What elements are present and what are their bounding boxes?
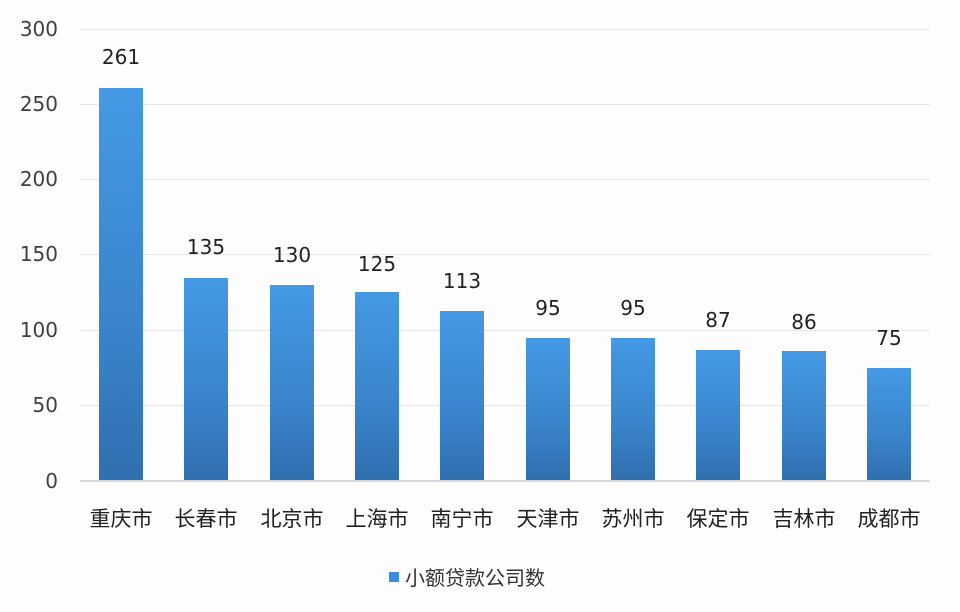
y-tick-200: 200 (19, 167, 58, 191)
bar-beijing (270, 285, 314, 481)
y-tick-150: 150 (19, 242, 58, 266)
legend: 小额贷款公司数 (389, 562, 545, 591)
gridline-250 (80, 104, 930, 105)
y-tick-100: 100 (19, 318, 58, 342)
y-tick-50: 50 (32, 393, 58, 417)
data-label: 75 (876, 326, 902, 350)
bar-chengdu (867, 368, 911, 481)
x-label: 天津市 (516, 507, 580, 531)
x-label: 南宁市 (430, 507, 494, 531)
y-tick-0: 0 (45, 469, 58, 493)
data-label: 86 (791, 310, 817, 334)
bar-chongqing (99, 88, 143, 481)
x-label: 重庆市 (89, 507, 153, 531)
bar-nanning (440, 311, 484, 481)
x-label: 保定市 (686, 507, 750, 531)
data-label: 130 (272, 243, 312, 267)
data-label: 113 (442, 269, 482, 293)
x-label: 成都市 (857, 507, 921, 531)
y-tick-300: 300 (19, 17, 58, 41)
bar-suzhou (611, 338, 655, 481)
bar-baoding (696, 350, 740, 481)
gridline-300 (80, 29, 930, 30)
x-axis-line (80, 480, 930, 482)
data-label: 135 (186, 235, 226, 259)
gridline-50 (80, 405, 930, 406)
x-label: 北京市 (260, 507, 324, 531)
x-label: 苏州市 (601, 507, 665, 531)
data-label: 261 (101, 45, 141, 69)
data-label: 87 (705, 308, 731, 332)
gridline-100 (80, 330, 930, 331)
bar-changchun (184, 278, 228, 481)
gridline-150 (80, 254, 930, 255)
x-label: 吉林市 (772, 507, 836, 531)
x-label: 长春市 (174, 507, 238, 531)
y-tick-250: 250 (19, 92, 58, 116)
data-label: 125 (357, 252, 397, 276)
gridline-200 (80, 179, 930, 180)
legend-swatch-icon (389, 571, 399, 582)
bar-tianjin (526, 338, 570, 481)
bar-shanghai (355, 292, 399, 481)
x-label: 上海市 (345, 507, 409, 531)
data-label: 95 (620, 296, 646, 320)
bar-jilin (782, 351, 826, 481)
data-label: 95 (535, 296, 561, 320)
legend-label: 小额贷款公司数 (405, 566, 545, 590)
